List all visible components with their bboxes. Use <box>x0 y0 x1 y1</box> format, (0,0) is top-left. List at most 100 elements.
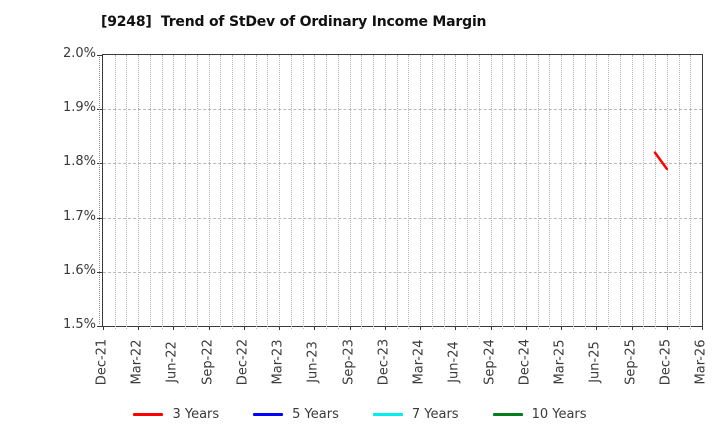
vertical-gridline <box>431 55 433 329</box>
y-tick-mark <box>97 109 103 111</box>
x-tick-mark <box>596 326 598 330</box>
y-tick-label: 1.9% <box>62 100 96 116</box>
y-tick-mark <box>97 271 103 273</box>
x-tick-mark <box>243 326 245 330</box>
y-tick-mark <box>97 163 103 165</box>
y-tick-mark <box>97 55 103 56</box>
legend-item: 3 Years <box>133 407 219 422</box>
vertical-gridline <box>255 55 257 329</box>
plot-area <box>97 54 703 330</box>
x-tick-label: Mar-25 <box>552 339 568 385</box>
legend-label: 10 Years <box>531 406 587 422</box>
y-tick-mark <box>97 217 103 219</box>
x-tick-mark <box>138 326 140 330</box>
vertical-gridline <box>161 55 163 329</box>
vertical-gridline <box>525 55 527 329</box>
x-tick-label: Sep-24 <box>482 339 498 385</box>
vertical-gridline <box>655 55 657 329</box>
vertical-gridline <box>608 55 610 329</box>
vertical-gridline <box>690 55 692 329</box>
x-tick-label: Dec-22 <box>235 338 251 386</box>
x-tick-mark <box>666 326 668 330</box>
vertical-gridline <box>455 55 457 329</box>
y-tick-label: 1.6% <box>62 262 96 278</box>
horizontal-gridline <box>98 163 702 165</box>
x-tick-label: Jun-22 <box>164 341 180 383</box>
vertical-gridline <box>490 55 492 329</box>
x-tick-label: Mar-22 <box>129 339 145 385</box>
vertical-gridline <box>408 55 410 329</box>
x-tick-label: Jun-24 <box>446 341 462 383</box>
x-tick-mark <box>631 326 633 330</box>
vertical-gridline <box>443 55 445 329</box>
x-tick-label: Sep-22 <box>200 339 216 385</box>
x-tick-label: Jun-23 <box>305 341 321 383</box>
legend-label: 7 Years <box>411 406 459 422</box>
y-tick-label: 2.0% <box>62 46 96 61</box>
vertical-gridline <box>420 55 422 329</box>
vertical-gridline <box>678 55 680 329</box>
y-axis-minor-ticks <box>99 57 100 324</box>
vertical-gridline <box>337 55 339 329</box>
vertical-gridline <box>478 55 480 329</box>
vertical-gridline <box>196 55 198 329</box>
x-tick-mark <box>349 326 351 330</box>
legend-line-sample <box>372 412 403 416</box>
x-tick-mark <box>384 326 386 330</box>
x-tick-mark <box>420 326 422 330</box>
vertical-gridline <box>126 55 128 329</box>
vertical-gridline <box>220 55 222 329</box>
x-tick-mark <box>103 326 104 330</box>
x-tick-mark <box>314 326 316 330</box>
x-tick-label: Mar-26 <box>693 339 709 385</box>
series-line-3-years <box>653 151 669 171</box>
horizontal-gridline <box>98 217 702 219</box>
vertical-gridline <box>631 55 633 329</box>
vertical-gridline <box>267 55 269 329</box>
vertical-gridline <box>290 55 292 329</box>
vertical-gridline <box>243 55 245 329</box>
vertical-gridline <box>373 55 375 329</box>
vertical-gridline <box>302 55 304 329</box>
x-tick-label: Mar-24 <box>411 339 427 385</box>
x-tick-mark <box>702 326 703 330</box>
vertical-gridline <box>138 55 140 329</box>
vertical-gridline <box>514 55 516 329</box>
legend: 3 Years 5 Years 7 Years 10 Years <box>0 402 720 426</box>
legend-label: 5 Years <box>292 406 339 422</box>
chart-title: [9248] Trend of StDev of Ordinary Income… <box>101 14 487 30</box>
x-tick-label: Sep-23 <box>341 339 357 385</box>
vertical-gridline <box>361 55 363 329</box>
vertical-gridline <box>279 55 281 329</box>
vertical-gridline <box>208 55 210 329</box>
x-tick-label: Dec-25 <box>658 338 674 386</box>
horizontal-gridline <box>98 109 702 111</box>
x-tick-label: Dec-23 <box>376 338 392 386</box>
x-tick-label: Sep-25 <box>623 339 639 385</box>
legend-label: 3 Years <box>172 406 220 422</box>
vertical-gridline <box>384 55 386 329</box>
vertical-gridline <box>572 55 574 329</box>
vertical-gridline <box>561 55 563 329</box>
x-tick-label: Jun-25 <box>587 341 603 383</box>
horizontal-gridline <box>98 271 702 273</box>
x-tick-label: Mar-23 <box>270 339 286 385</box>
x-tick-mark <box>455 326 457 330</box>
legend-item: 7 Years <box>372 406 459 422</box>
vertical-gridline <box>149 55 151 329</box>
vertical-gridline <box>232 55 234 329</box>
vertical-gridline <box>502 55 504 329</box>
vertical-gridline <box>584 55 586 329</box>
vertical-gridline <box>619 55 621 329</box>
legend-item: 10 Years <box>492 406 587 422</box>
vertical-gridline <box>314 55 316 329</box>
vertical-gridline <box>549 55 551 329</box>
series-lines <box>653 151 669 171</box>
y-tick-label: 1.8% <box>62 154 96 170</box>
x-tick-mark <box>490 326 492 330</box>
legend-line-sample <box>492 412 523 416</box>
x-tick-mark <box>561 326 563 330</box>
legend-item: 5 Years <box>253 407 339 422</box>
y-tick-label: 1.7% <box>62 208 96 224</box>
